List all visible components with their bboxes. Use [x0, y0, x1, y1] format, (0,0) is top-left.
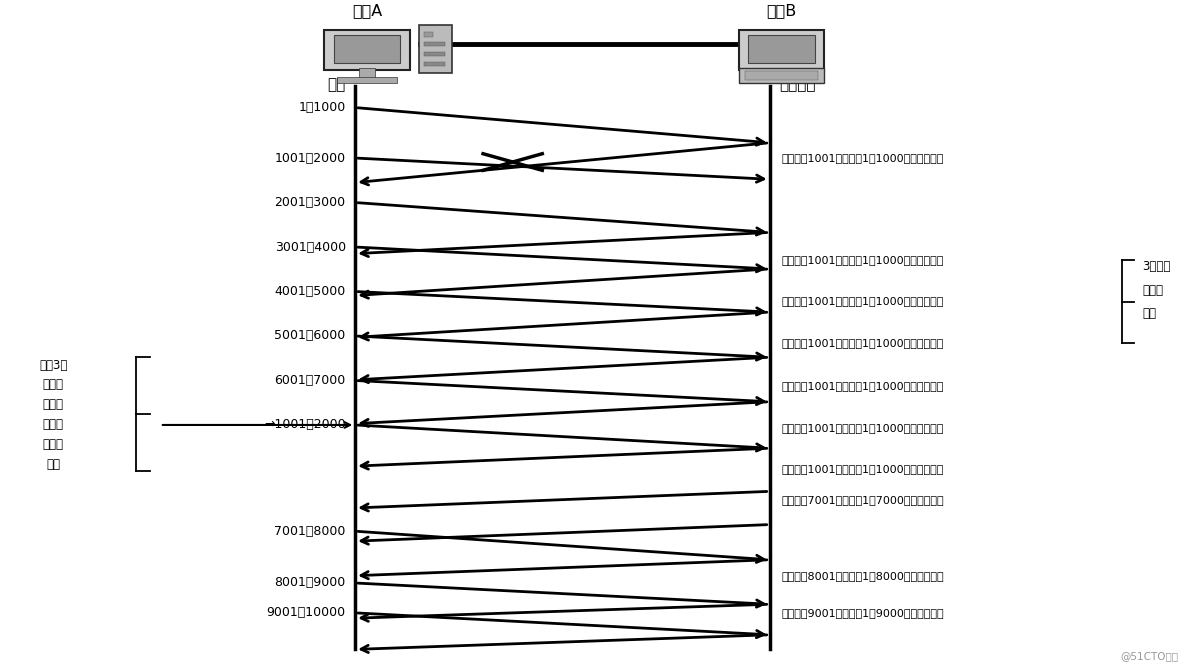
Text: 4001～5000: 4001～5000	[275, 285, 346, 298]
Text: 同样的: 同样的	[43, 378, 64, 392]
Bar	[424, 32, 433, 37]
Text: 答时则: 答时则	[43, 418, 64, 432]
Bar	[424, 42, 445, 46]
Text: 确认应: 确认应	[43, 398, 64, 412]
Text: 3001～4000: 3001～4000	[275, 240, 346, 254]
Text: 1～1000: 1～1000	[298, 101, 346, 114]
Bar	[739, 30, 824, 70]
Bar	[424, 52, 445, 56]
Text: 下一个是8001（已接收1～8000字节的数据）: 下一个是8001（已接收1～8000字节的数据）	[781, 570, 944, 581]
Text: 9001～10000: 9001～10000	[266, 606, 346, 620]
Text: 5001～6000: 5001～6000	[275, 329, 346, 343]
Bar	[424, 62, 445, 66]
Text: 下一个是9001（已接收1～9000字节的数据）: 下一个是9001（已接收1～9000字节的数据）	[781, 608, 944, 618]
Text: 8001～9000: 8001～9000	[275, 576, 346, 590]
Bar	[419, 25, 452, 73]
Text: 1001～2000: 1001～2000	[275, 151, 346, 165]
Text: 主机B: 主机B	[766, 3, 797, 19]
Bar	[334, 35, 400, 62]
Text: 应答: 应答	[1143, 307, 1157, 320]
Text: →1001～2000: →1001～2000	[264, 418, 346, 432]
Bar	[739, 68, 824, 83]
Text: 下一个是1001（已接收1～1000字节的数据）: 下一个是1001（已接收1～1000字节的数据）	[781, 423, 944, 434]
Text: 主机A: 主机A	[352, 3, 382, 19]
Text: 下一个是1001（已接收1～1000字节的数据）: 下一个是1001（已接收1～1000字节的数据）	[781, 380, 944, 391]
Text: 收到3个: 收到3个	[39, 359, 67, 372]
Text: 确认应答: 确认应答	[779, 78, 816, 92]
Text: 6001～7000: 6001～7000	[275, 374, 346, 387]
Bar	[748, 35, 815, 62]
Text: 7001～8000: 7001～8000	[275, 525, 346, 538]
Text: 的确认: 的确认	[1143, 284, 1164, 297]
Text: 数据: 数据	[328, 78, 346, 92]
Text: 下一个是1001（已接收1～1000字节的数据）: 下一个是1001（已接收1～1000字节的数据）	[781, 338, 944, 349]
Text: 下一个是1001（已接收1～1000字节的数据）: 下一个是1001（已接收1～1000字节的数据）	[781, 153, 944, 163]
Text: 进行重: 进行重	[43, 438, 64, 452]
Text: 下一个是1001（已接收1～1000字节的数据）: 下一个是1001（已接收1～1000字节的数据）	[781, 295, 944, 306]
Text: @51CTO博客: @51CTO博客	[1120, 651, 1178, 661]
Text: 下一个是1001（已接收1～1000字节的数据）: 下一个是1001（已接收1～1000字节的数据）	[781, 463, 944, 474]
Text: 下一个是7001（已接收1～7000字节的数据）: 下一个是7001（已接收1～7000字节的数据）	[781, 495, 944, 505]
Bar	[359, 68, 375, 79]
Text: 下一个是1001（已接收1～1000字节的数据）: 下一个是1001（已接收1～1000字节的数据）	[781, 255, 944, 266]
Text: 3次重复: 3次重复	[1143, 260, 1171, 274]
Text: 发。: 发。	[46, 458, 60, 471]
Bar	[745, 71, 818, 80]
Bar	[337, 77, 397, 83]
Bar	[324, 30, 410, 70]
Text: 2001～3000: 2001～3000	[275, 196, 346, 209]
